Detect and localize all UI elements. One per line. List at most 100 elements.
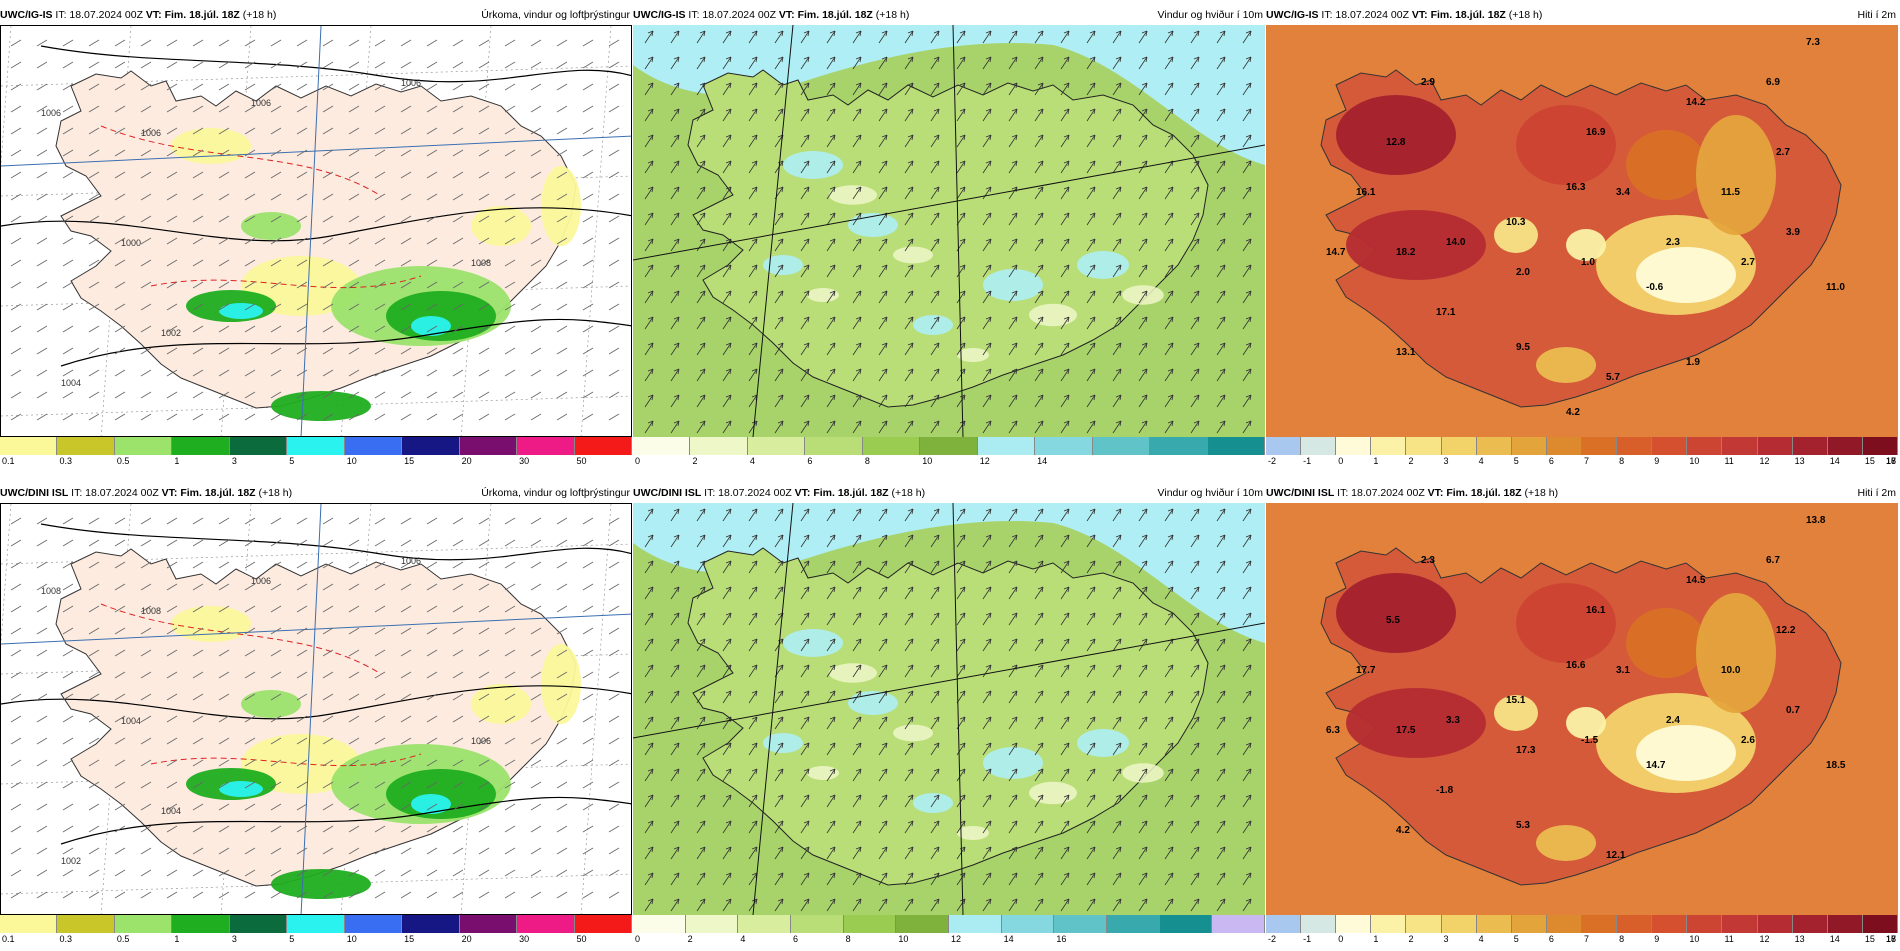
colorbar-swatch xyxy=(805,437,863,455)
colorbar-tick-label: 12 xyxy=(979,456,990,466)
panel-title: Úrkoma, vindur og loftþrýstingur xyxy=(481,9,630,21)
colorbar-swatch xyxy=(517,915,575,933)
temperature-label: 14.2 xyxy=(1686,97,1706,108)
colorbar-swatch xyxy=(843,915,897,933)
panel-header: UWC/DINI ISL IT: 18.07.2024 00Z VT: Fim.… xyxy=(1266,483,1898,503)
colorbar-swatch xyxy=(57,915,115,933)
valid-time: VT: Fim. 18.júl. 18Z xyxy=(145,9,240,21)
colorbar-tick-label: 2 xyxy=(692,456,698,466)
colorbar-tick-label: 0.3 xyxy=(59,456,72,466)
temperature-label: 5.7 xyxy=(1606,372,1620,383)
colorbar-swatch xyxy=(738,915,792,933)
temperature-label: 2.0 xyxy=(1516,267,1530,278)
colorbar-tick-label: 3 xyxy=(231,456,237,466)
isobar-label: 1008 xyxy=(141,606,161,616)
map-view[interactable]: 1006 1006 1006 1006 1008 1000 1002 1004 xyxy=(0,25,632,437)
isobar-label: 1008 xyxy=(41,586,61,596)
colorbar-tick-label: 6 xyxy=(807,456,813,466)
valid-time: VT: Fim. 18.júl. 18Z xyxy=(778,9,873,21)
colorbar-swatch xyxy=(1371,915,1407,933)
temperature-label: 14.7 xyxy=(1646,760,1666,771)
isobar-label: 1006 xyxy=(41,108,61,118)
temperature-label: -1.5 xyxy=(1581,735,1599,746)
init-time: IT: 18.07.2024 00Z xyxy=(701,487,795,499)
isobar-label: 1000 xyxy=(121,238,141,248)
colorbar-tick-label: 14 xyxy=(1003,934,1014,944)
temperature-label: 6.3 xyxy=(1326,725,1340,736)
colorbar-tick-label: -1 xyxy=(1303,456,1312,466)
map-view[interactable] xyxy=(633,503,1265,915)
colorbar-swatch xyxy=(574,437,632,455)
temperature-label: 4.2 xyxy=(1396,825,1410,836)
temperature-label: 6.7 xyxy=(1766,555,1780,566)
colorbar-swatch xyxy=(920,437,978,455)
temperature-label: 16.6 xyxy=(1566,660,1586,671)
valid-time: VT: Fim. 18.júl. 18Z xyxy=(1411,9,1506,21)
temperature-label: 16.9 xyxy=(1586,127,1606,138)
colorbar-tick-label: 17 xyxy=(1886,934,1897,944)
colorbar-swatch xyxy=(633,437,691,455)
temperature-label: 1.0 xyxy=(1581,257,1595,268)
temperature-label: 3.4 xyxy=(1616,187,1630,198)
lead-time: (+18 h) xyxy=(239,9,277,21)
init-time: IT: 18.07.2024 00Z xyxy=(685,9,779,21)
temperature-label: 12.8 xyxy=(1386,137,1406,148)
temperature-label: -0.6 xyxy=(1646,282,1664,293)
panel-header: UWC/IG-IS IT: 18.07.2024 00Z VT: Fim. 18… xyxy=(1266,5,1898,25)
colorbar-swatch xyxy=(1757,915,1793,933)
init-time: IT: 18.07.2024 00Z xyxy=(52,9,146,21)
map-view[interactable] xyxy=(633,25,1265,437)
colorbar-tick-label: 2 xyxy=(1408,456,1414,466)
colorbar-tick-label: 4 xyxy=(749,456,755,466)
panel-ig-wind: UWC/IG-IS IT: 18.07.2024 00Z VT: Fim. 18… xyxy=(633,5,1265,473)
colorbar-labels: 0 2 4 6 8 10 12 14 16 xyxy=(633,934,1265,948)
model-name: UWC/DINI ISL xyxy=(0,487,69,499)
colorbar-swatch xyxy=(459,915,518,933)
colorbar-swatch xyxy=(1266,915,1302,933)
colorbar-tick-label: 14 xyxy=(1037,456,1048,466)
map-view[interactable]: 1008 1008 1006 1006 1006 1004 1004 1002 xyxy=(0,503,632,915)
colorbar-tick-label: 8 xyxy=(845,934,851,944)
colorbar-swatch xyxy=(1001,915,1055,933)
temperature-label: 2.7 xyxy=(1776,147,1790,158)
colorbar-tick-label: 30 xyxy=(519,456,530,466)
colorbar-swatch xyxy=(1581,915,1618,933)
colorbar-tick-label: 7 xyxy=(1584,934,1590,944)
colorbar-tick-label: 20 xyxy=(461,456,472,466)
colorbar-tick-label: 6 xyxy=(793,934,799,944)
panel-dini-temp: UWC/DINI ISL IT: 18.07.2024 00Z VT: Fim.… xyxy=(1266,483,1898,951)
lead-time: (+18 h) xyxy=(1505,9,1543,21)
lead-time: (+18 h) xyxy=(255,487,293,499)
lead-time: (+18 h) xyxy=(888,487,926,499)
map-view[interactable]: 7.3 2.9 6.9 14.2 12.8 16.9 2.7 16.1 16.3 3.4 11.5 1… xyxy=(1266,25,1898,437)
isobar-label: 1006 xyxy=(251,98,271,108)
map-view[interactable]: 13.8 2.3 6.7 14.5 5.5 16.1 12.2 17.7 16.6 3.1 10.0… xyxy=(1266,503,1898,915)
colorbar-swatch xyxy=(1406,437,1442,455)
isobar-label: 1006 xyxy=(471,736,491,746)
colorbar-tick-label: 7 xyxy=(1584,456,1590,466)
colorbar-tick-label: 14 xyxy=(1829,456,1840,466)
panel-ig-temp: UWC/IG-IS IT: 18.07.2024 00Z VT: Fim. 18… xyxy=(1266,5,1898,473)
colorbar-tick-label: 1 xyxy=(174,934,180,944)
colorbar-swatch xyxy=(1792,915,1828,933)
colorbar xyxy=(633,915,1266,933)
panel-title: Vindur og hviður í 10m xyxy=(1157,9,1263,21)
isobar-label: 1004 xyxy=(121,716,141,726)
colorbar-swatch xyxy=(1652,437,1688,455)
colorbar-swatch xyxy=(1827,437,1863,455)
panel-title: Úrkoma, vindur og loftþrýstingur xyxy=(481,487,630,499)
colorbar-tick-label: 15 xyxy=(404,456,415,466)
colorbar-swatch xyxy=(977,437,1036,455)
temperature-label: 7.3 xyxy=(1806,37,1820,48)
colorbar xyxy=(1266,915,1898,933)
temperature-label: 2.7 xyxy=(1741,257,1755,268)
colorbar-tick-label: -2 xyxy=(1268,456,1277,466)
colorbar-swatch xyxy=(1511,915,1547,933)
temperature-label: 17.1 xyxy=(1436,307,1456,318)
colorbar-tick-label: 4 xyxy=(740,934,746,944)
colorbar-swatch xyxy=(517,437,575,455)
colorbar-tick-label: 2 xyxy=(687,934,693,944)
colorbar-swatch xyxy=(344,915,403,933)
panel-header: UWC/IG-IS IT: 18.07.2024 00Z VT: Fim. 18… xyxy=(633,5,1265,25)
colorbar-tick-label: 10 xyxy=(1689,456,1700,466)
